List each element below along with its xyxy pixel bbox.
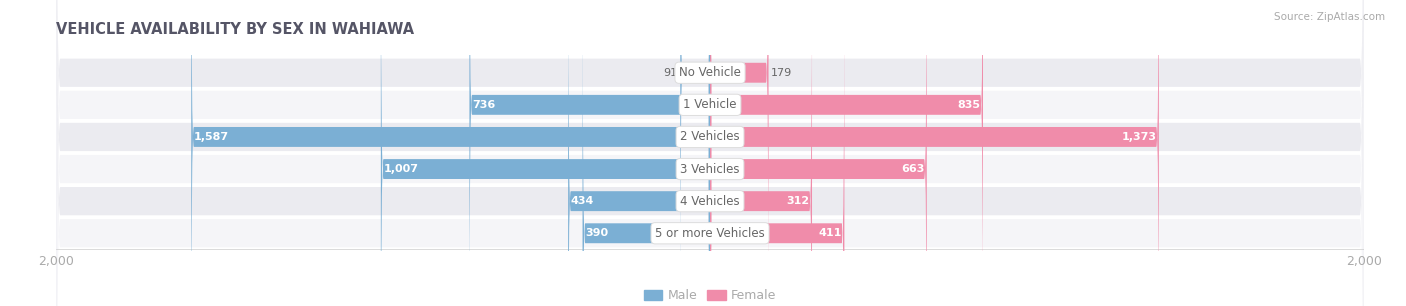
FancyBboxPatch shape: [710, 0, 1159, 306]
Text: 835: 835: [957, 100, 980, 110]
Text: VEHICLE AVAILABILITY BY SEX IN WAHIAWA: VEHICLE AVAILABILITY BY SEX IN WAHIAWA: [56, 22, 415, 37]
Text: 3 Vehicles: 3 Vehicles: [681, 162, 740, 176]
Text: 736: 736: [472, 100, 495, 110]
FancyBboxPatch shape: [56, 0, 1364, 306]
FancyBboxPatch shape: [191, 0, 710, 306]
Text: 390: 390: [585, 228, 609, 238]
Text: 5 or more Vehicles: 5 or more Vehicles: [655, 227, 765, 240]
FancyBboxPatch shape: [381, 0, 710, 306]
FancyBboxPatch shape: [710, 0, 769, 306]
Text: 2 Vehicles: 2 Vehicles: [681, 130, 740, 144]
Text: 663: 663: [901, 164, 924, 174]
Text: 179: 179: [770, 68, 793, 78]
FancyBboxPatch shape: [56, 0, 1364, 306]
FancyBboxPatch shape: [56, 0, 1364, 306]
FancyBboxPatch shape: [710, 0, 845, 306]
FancyBboxPatch shape: [582, 0, 710, 306]
FancyBboxPatch shape: [710, 0, 813, 306]
FancyBboxPatch shape: [56, 0, 1364, 306]
FancyBboxPatch shape: [56, 0, 1364, 306]
FancyBboxPatch shape: [710, 0, 983, 306]
Text: 91: 91: [664, 68, 678, 78]
FancyBboxPatch shape: [568, 0, 710, 306]
Text: 1 Vehicle: 1 Vehicle: [683, 98, 737, 111]
Text: 312: 312: [786, 196, 810, 206]
FancyBboxPatch shape: [470, 0, 710, 306]
FancyBboxPatch shape: [681, 0, 710, 306]
FancyBboxPatch shape: [710, 0, 927, 306]
Text: 1,373: 1,373: [1121, 132, 1156, 142]
Text: 411: 411: [818, 228, 842, 238]
Text: 1,007: 1,007: [384, 164, 419, 174]
Legend: Male, Female: Male, Female: [638, 284, 782, 306]
Text: No Vehicle: No Vehicle: [679, 66, 741, 79]
Text: 434: 434: [571, 196, 595, 206]
Text: 1,587: 1,587: [194, 132, 229, 142]
Text: 4 Vehicles: 4 Vehicles: [681, 195, 740, 208]
Text: Source: ZipAtlas.com: Source: ZipAtlas.com: [1274, 12, 1385, 22]
FancyBboxPatch shape: [56, 0, 1364, 306]
